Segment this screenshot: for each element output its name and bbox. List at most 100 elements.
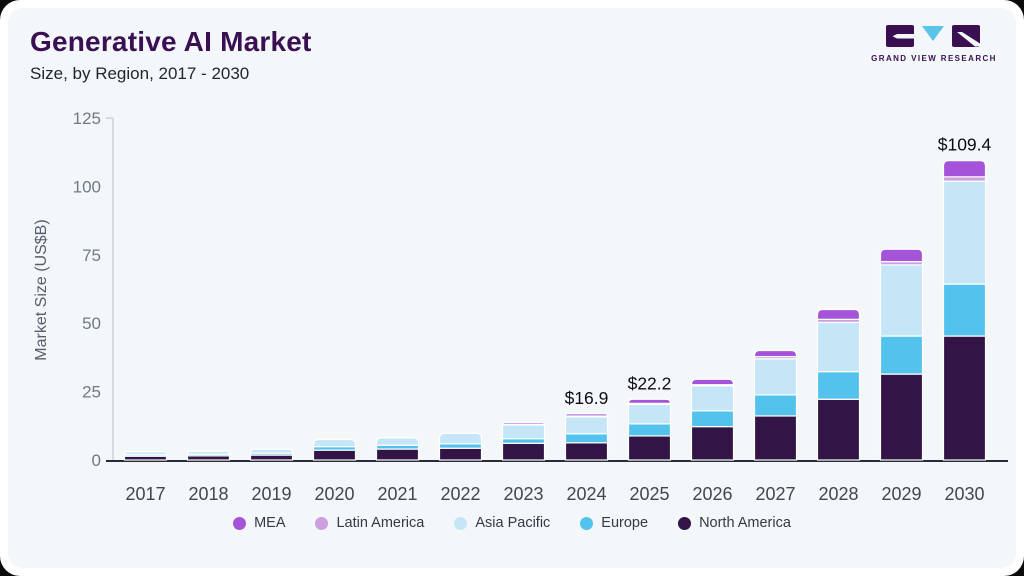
- bar-segment-2030-mea: [942, 160, 987, 178]
- bar-segment-2027-latin-america: [753, 355, 798, 360]
- bar-segment-2024-mea: [564, 413, 609, 417]
- legend-item-north-america: North America: [678, 515, 791, 531]
- data-label-2025: $22.2: [628, 373, 672, 393]
- x-tick-label-2023: 2023: [503, 484, 543, 504]
- legend-item-latin-america: Latin America: [315, 515, 424, 531]
- x-tick-label-2026: 2026: [692, 484, 732, 504]
- gvr-logo-icon: [886, 25, 980, 47]
- bar-segment-2023-mea: [501, 422, 546, 426]
- bar-segment-2027-north-america: [753, 415, 798, 461]
- legend-dot-icon: [315, 516, 329, 530]
- legend-item-asia-pacific: Asia Pacific: [454, 515, 550, 531]
- x-tick-label-2025: 2025: [629, 484, 669, 504]
- data-label-2024: $16.9: [565, 388, 609, 408]
- page-subtitle: Size, by Region, 2017 - 2030: [30, 64, 250, 83]
- bar-segment-2029-mea: [879, 248, 924, 263]
- bar-segment-2023-north-america: [501, 442, 546, 461]
- bar-segment-2025-asia-pacific: [627, 403, 672, 425]
- bar-segment-2024-latin-america: [564, 415, 609, 418]
- data-label-2030: $109.4: [938, 135, 992, 155]
- bar-segment-2022-asia-pacific: [438, 432, 483, 445]
- bar-segment-2028-latin-america: [816, 318, 861, 323]
- bar-segment-2018-asia-pacific: [186, 450, 231, 455]
- bar-segment-2019-europe: [249, 452, 294, 456]
- bar-segment-2021-asia-pacific: [375, 437, 420, 446]
- bar-segment-2018-europe: [186, 453, 231, 457]
- bar-segment-2024-europe: [564, 433, 609, 444]
- legend-label: Latin America: [336, 515, 425, 531]
- y-tick-label-75: 75: [82, 246, 101, 265]
- bar-segment-2019-north-america: [249, 454, 294, 461]
- bar-segment-2020-europe: [312, 445, 357, 451]
- bar-segment-2026-north-america: [690, 426, 735, 461]
- chart-legend: MEA Latin America Asia Pacific Europe North …: [8, 515, 1016, 531]
- bar-segment-2030-europe: [942, 283, 987, 337]
- bar-segment-2026-asia-pacific: [690, 385, 735, 412]
- grand-view-research-logo: GRAND VIEW RESEARCH: [871, 24, 995, 63]
- bar-segment-2029-latin-america: [879, 261, 924, 266]
- chart-canvas: 0 25 50 75 100 125 2017 2018 2019 2020 2021 2022 202…: [73, 109, 1008, 504]
- bar-segment-2025-north-america: [627, 435, 672, 461]
- bar-segment-2018-north-america: [186, 455, 231, 461]
- x-tick-label-2019: 2019: [251, 484, 291, 504]
- legend-label: Europe: [601, 515, 649, 531]
- bar-segment-2030-asia-pacific: [942, 180, 987, 285]
- legend-label: Asia Pacific: [475, 515, 551, 531]
- bar-segment-2017-asia-pacific: [123, 451, 168, 456]
- bar-segment-2029-asia-pacific: [879, 264, 924, 337]
- y-axis-title: Market Size (US$B): [33, 219, 50, 361]
- x-tick-label-2024: 2024: [566, 484, 606, 504]
- x-tick-label-2021: 2021: [377, 484, 417, 504]
- y-tick-label-0: 0: [92, 451, 101, 470]
- bar-segment-2028-europe: [816, 371, 861, 400]
- bar-segment-2020-north-america: [312, 449, 357, 461]
- bar-segment-2027-asia-pacific: [753, 358, 798, 396]
- y-tick-label-50: 50: [82, 314, 101, 333]
- bar-segment-2022-north-america: [438, 447, 483, 461]
- x-tick-label-2030: 2030: [944, 484, 984, 504]
- x-tick-label-2028: 2028: [818, 484, 858, 504]
- bar-segment-2023-asia-pacific: [501, 424, 546, 440]
- bar-segment-2017-europe: [123, 454, 168, 457]
- x-tick-label-2018: 2018: [188, 484, 228, 504]
- bar-segment-2021-north-america: [375, 448, 420, 461]
- bar-segment-2028-mea: [816, 308, 861, 320]
- bar-segment-2017-north-america: [123, 455, 168, 461]
- bar-segment-2021-europe: [375, 444, 420, 450]
- legend-item-europe: Europe: [580, 515, 648, 531]
- page-title: Generative AI Market: [30, 26, 312, 57]
- bar-segment-2027-mea: [753, 349, 798, 358]
- bar-segment-2020-asia-pacific: [312, 438, 357, 448]
- gvr-logo-text: GRAND VIEW RESEARCH: [871, 54, 997, 63]
- x-tick-label-2020: 2020: [314, 484, 354, 504]
- bar-segment-2025-europe: [627, 423, 672, 437]
- bar-segment-2022-europe: [438, 443, 483, 449]
- bar-segment-2025-mea: [627, 398, 672, 404]
- legend-dot-icon: [580, 516, 594, 530]
- bar-segment-2028-north-america: [816, 398, 861, 461]
- bar-segment-2030-north-america: [942, 335, 987, 461]
- bar-segment-2023-europe: [501, 438, 546, 444]
- legend-dot-icon: [454, 516, 468, 530]
- bar-segment-2027-europe: [753, 394, 798, 417]
- x-tick-label-2022: 2022: [440, 484, 480, 504]
- x-tick-label-2027: 2027: [755, 484, 795, 504]
- y-tick-label-100: 100: [73, 177, 101, 196]
- bar-segment-2029-north-america: [879, 373, 924, 461]
- y-tick-label-125: 125: [73, 109, 101, 128]
- bar-segment-2029-europe: [879, 335, 924, 375]
- bar-segment-2026-latin-america: [690, 384, 735, 387]
- bar-segment-2025-latin-america: [627, 402, 672, 406]
- legend-item-mea: MEA: [233, 515, 285, 531]
- y-tick-label-25: 25: [82, 383, 101, 402]
- bar-segment-2019-asia-pacific: [249, 448, 294, 454]
- legend-dot-icon: [233, 516, 247, 530]
- bar-segment-2028-asia-pacific: [816, 321, 861, 373]
- bar-segment-2026-europe: [690, 410, 735, 428]
- bar-segment-2024-north-america: [564, 442, 609, 461]
- x-tick-label-2017: 2017: [125, 484, 165, 504]
- legend-dot-icon: [678, 516, 692, 530]
- bar-segment-2026-mea: [690, 378, 735, 386]
- bar-segment-2024-asia-pacific: [564, 416, 609, 435]
